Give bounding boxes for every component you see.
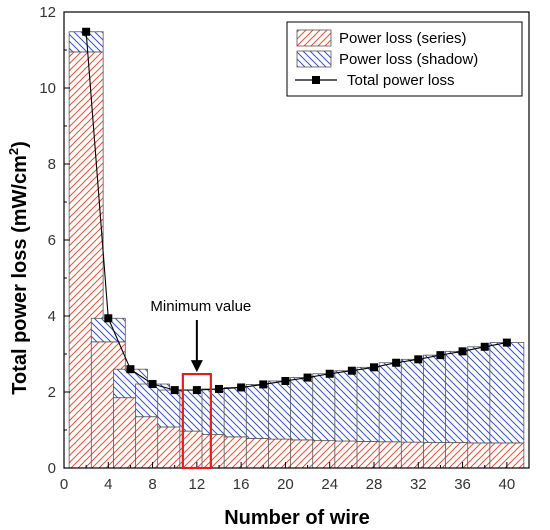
- total-marker-10: [170, 386, 179, 395]
- x-tick-label-28: 28: [366, 476, 383, 493]
- y-tick-label-2: 2: [48, 384, 56, 401]
- minimum-arrow-head: [190, 360, 203, 373]
- x-tick-label-36: 36: [454, 476, 471, 493]
- y-axis-title-sup: 2: [6, 148, 21, 155]
- y-tick-label-8: 8: [48, 156, 56, 173]
- total-marker-24: [325, 369, 334, 378]
- total-marker-40: [502, 338, 511, 347]
- x-tick-label-20: 20: [277, 476, 294, 493]
- total-marker-28: [370, 363, 378, 372]
- y-tick-label-0: 0: [48, 460, 56, 477]
- bar-shadow-40: [489, 342, 525, 444]
- minimum-value-label: Minimum value: [150, 298, 251, 315]
- legend-swatch-shadow: [296, 50, 332, 68]
- total-marker-32: [414, 355, 423, 364]
- legend-marker-total: [312, 76, 320, 84]
- x-tick-label-32: 32: [410, 476, 427, 493]
- minimum-highlight-box: [181, 373, 212, 470]
- total-marker-16: [237, 383, 246, 392]
- plot-area: [68, 31, 525, 469]
- x-tick-label-12: 12: [189, 476, 206, 493]
- legend-label-total: Total power loss: [347, 72, 455, 89]
- y-axis-title-main: Total power loss (mW/cm: [9, 155, 31, 395]
- y-axis-title: Total power loss (mW/cm2): [6, 141, 31, 395]
- legend-swatch-series: [296, 29, 332, 47]
- total-marker-2: [82, 27, 91, 36]
- total-marker-6: [126, 365, 135, 374]
- total-marker-34: [436, 351, 445, 360]
- total-marker-12: [192, 386, 201, 395]
- total-marker-30: [392, 358, 401, 367]
- total-marker-38: [480, 342, 489, 351]
- x-tick-label-0: 0: [60, 476, 68, 493]
- total-marker-26: [347, 366, 356, 375]
- y-tick-label-10: 10: [39, 80, 56, 97]
- total-marker-36: [458, 347, 467, 356]
- legend: Power loss (series) Power loss (shadow) To…: [286, 21, 523, 97]
- total-marker-18: [259, 380, 268, 389]
- x-tick-label-40: 40: [499, 476, 516, 493]
- total-marker-8: [148, 380, 157, 389]
- x-tick-label-24: 24: [321, 476, 338, 493]
- legend-label-shadow: Power loss (shadow): [339, 51, 478, 68]
- x-axis-title: Number of wire: [224, 507, 370, 529]
- y-axis-title-close: ): [9, 141, 31, 148]
- legend-label-series: Power loss (series): [339, 30, 467, 47]
- x-tick-label-4: 4: [104, 476, 112, 493]
- total-marker-14: [215, 384, 223, 393]
- x-tick-label-8: 8: [148, 476, 156, 493]
- total-marker-20: [281, 376, 290, 385]
- x-tick-label-16: 16: [233, 476, 250, 493]
- total-marker-22: [303, 373, 312, 382]
- y-tick-label-6: 6: [48, 232, 56, 249]
- annotation-group: Minimum value: [150, 298, 251, 470]
- total-power-loss-line: [82, 27, 511, 395]
- y-tick-label-12: 12: [39, 4, 56, 21]
- total-marker-4: [104, 314, 113, 323]
- y-tick-label-4: 4: [48, 308, 56, 325]
